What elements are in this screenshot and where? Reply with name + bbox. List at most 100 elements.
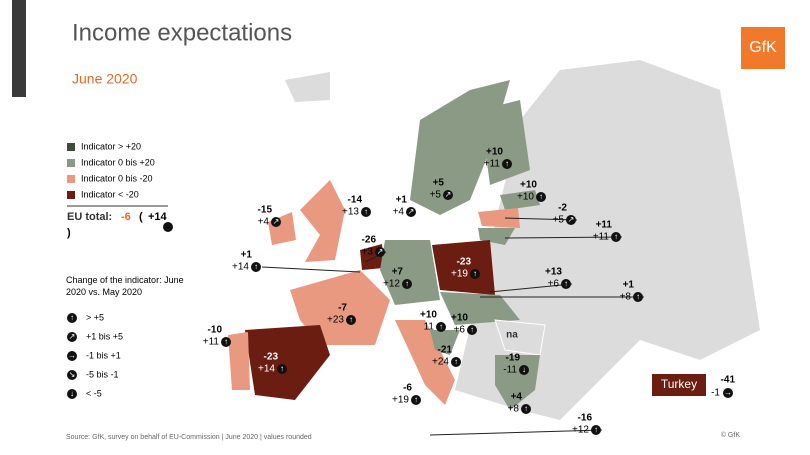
country-change: +4 <box>258 217 270 228</box>
country-change: +5 <box>553 215 565 226</box>
change-arrow: ↗ <box>445 190 452 199</box>
change-arrow: ↗ <box>408 207 415 216</box>
country-change: +11 <box>484 159 501 170</box>
change-legend: Change of the indicator: June 2020 vs. M… <box>66 275 184 297</box>
country-indicator: -21 <box>438 345 453 356</box>
country-change: +4 <box>393 207 405 218</box>
country-change: +19 <box>451 269 468 280</box>
country-poland <box>432 240 495 295</box>
turkey-name: Turkey <box>661 377 697 391</box>
change-arrow: ↑ <box>473 269 477 278</box>
change-icon <box>67 389 77 399</box>
country-indicator: +10 <box>420 310 437 321</box>
country-spain <box>245 325 330 400</box>
change-arrow: ↗ <box>377 247 384 256</box>
country-change: -11 <box>503 365 517 376</box>
change-icon <box>502 159 512 169</box>
change-icon <box>411 395 421 405</box>
change-arrow: ↗ <box>69 332 76 341</box>
change-icon <box>67 370 77 380</box>
country-indicator: +1 <box>396 195 408 206</box>
country-indicator: -23 <box>264 352 279 363</box>
eu-change: +14 <box>148 211 168 223</box>
change-icon <box>451 357 461 367</box>
country-italy <box>395 320 455 405</box>
country-change: +23 <box>327 315 344 326</box>
country-change: +11 <box>203 337 220 348</box>
eu-value: -6 <box>121 211 131 223</box>
country-indicator: +11 <box>596 220 613 231</box>
country-change: +5 <box>430 190 442 201</box>
country-indicator: +10 <box>451 313 468 324</box>
change-icon <box>67 313 77 323</box>
country-indicator: +1 <box>623 280 635 291</box>
change-icon <box>361 207 371 217</box>
country-slovenia-croatia <box>430 330 460 355</box>
change-legend-label: -5 bis -1 <box>86 369 119 379</box>
change-icon <box>561 279 571 289</box>
country-indicator: -19 <box>506 353 521 364</box>
turkey-box <box>652 374 706 396</box>
change-arrow: ↑ <box>454 357 458 366</box>
leader-line <box>261 266 361 273</box>
change-arrow: ↑ <box>524 404 528 413</box>
country-indicator: -10 <box>208 325 223 336</box>
change-arrow: → <box>68 351 76 360</box>
change-icon <box>611 232 621 242</box>
change-arrow: ↑ <box>224 337 228 346</box>
country-change: +10 <box>517 192 534 203</box>
change-icon <box>67 351 77 361</box>
country-change: +19 <box>392 395 409 406</box>
change-legend-label: -1 bis +1 <box>86 350 121 360</box>
country-indicator: -26 <box>362 235 377 246</box>
change-arrow: ↑ <box>636 292 640 301</box>
country-uk <box>300 180 345 262</box>
change-arrow: ↑ <box>349 315 353 324</box>
change-icon <box>521 404 531 414</box>
na-label: na <box>506 330 518 341</box>
change-icon <box>271 217 281 227</box>
country-indicator: +13 <box>545 267 562 278</box>
country-indicator: +10 <box>486 147 503 158</box>
legend-label: Indicator < -20 <box>81 189 139 199</box>
legend-swatch <box>67 159 75 167</box>
change-icon <box>536 192 546 202</box>
change-arrow: ↑ <box>539 192 543 201</box>
change-arrow: ↑ <box>594 425 598 434</box>
change-icon <box>443 190 453 200</box>
change-icon <box>406 207 416 217</box>
change-icon <box>346 315 356 325</box>
leader-line <box>504 217 578 221</box>
legend-swatch <box>67 191 75 199</box>
legend-swatch <box>67 143 75 151</box>
country-change: +6 <box>454 325 466 336</box>
change-icon <box>221 337 231 347</box>
eu-paren: ) <box>67 227 71 239</box>
change-legend-title-box: Change of the indicator: June 2020 vs. M… <box>66 275 184 297</box>
change-arrow: ↘ <box>69 370 76 379</box>
country-indicator: -15 <box>258 205 273 216</box>
change-legend-label: < -5 <box>86 388 102 398</box>
country-change: +12 <box>572 425 589 436</box>
leader-line <box>429 429 603 436</box>
legend-label: Indicator 0 bis -20 <box>81 173 153 183</box>
change-icon <box>566 215 576 225</box>
change-icon <box>633 292 643 302</box>
change-arrow: ↑ <box>70 313 74 322</box>
change-arrow: ↑ <box>505 159 509 168</box>
country-change: +8 <box>508 404 520 415</box>
copyright: © GfK <box>721 431 740 439</box>
country-change: +12 <box>383 279 400 290</box>
country-indicator: +4 <box>511 392 523 403</box>
change-icon <box>251 262 261 272</box>
turkey-indicator: -41 <box>721 375 736 386</box>
country-indicator: +1 <box>241 250 253 261</box>
subtitle: June 2020 <box>72 71 138 87</box>
title: Income expectations <box>72 19 292 46</box>
country-change: +13 <box>342 207 359 218</box>
country-change: +8 <box>620 292 632 303</box>
change-icon <box>402 279 412 289</box>
logo: GfK <box>749 39 777 56</box>
